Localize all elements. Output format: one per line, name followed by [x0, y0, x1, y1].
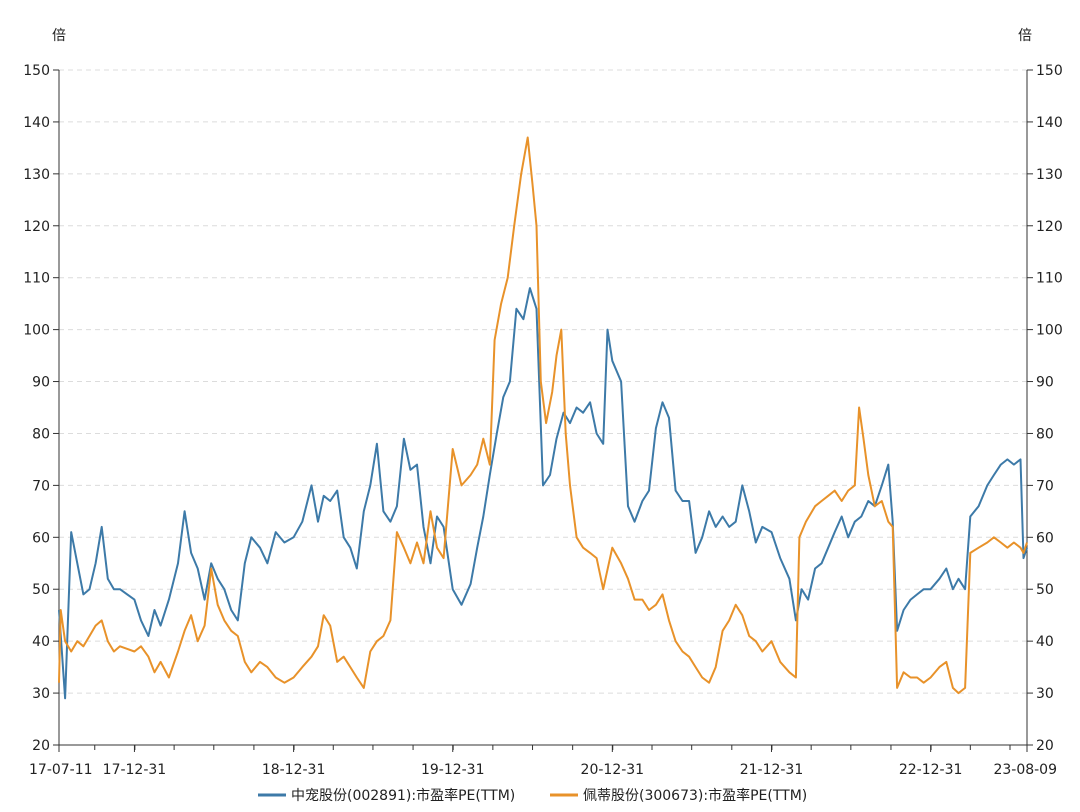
x-tick-label: 19-12-31: [421, 762, 485, 778]
y-tick-label-right: 80: [1036, 426, 1054, 442]
axes-layer: 倍 倍 20 20 30 30 40 40 50 50 60 60 70 70 80 80 90 90 100 1…: [23, 28, 1062, 778]
right-axis-unit: 倍: [1018, 28, 1032, 44]
x-tick-label: 21-12-31: [740, 762, 804, 778]
y-tick-label-right: 60: [1036, 530, 1054, 546]
y-tick-label-left: 100: [23, 323, 50, 339]
y-tick-label-right: 90: [1036, 375, 1054, 391]
y-tick-label-left: 140: [23, 115, 50, 131]
series-layer: [58, 136, 1028, 700]
y-tick-label-right: 30: [1036, 686, 1054, 702]
y-tick-label-left: 50: [32, 582, 50, 598]
x-tick-label: 22-12-31: [899, 762, 963, 778]
series-line-2: [58, 136, 1028, 695]
y-tick-label-left: 150: [23, 63, 50, 79]
y-tick-label-left: 40: [32, 634, 50, 650]
y-tick-label-left: 60: [32, 530, 50, 546]
x-tick-label: 17-07-11: [29, 762, 93, 778]
y-tick-label-left: 70: [32, 478, 50, 494]
series-line-1: [58, 287, 1028, 700]
y-tick-label-right: 110: [1036, 271, 1063, 287]
x-tick-label: 18-12-31: [262, 762, 326, 778]
legend-label-2: 佩蒂股份(300673):市盈率PE(TTM): [583, 787, 807, 804]
y-tick-label-right: 40: [1036, 634, 1054, 650]
x-tick-label: 17-12-31: [103, 762, 167, 778]
y-tick-label-right: 20: [1036, 738, 1054, 754]
y-tick-label-right: 100: [1036, 323, 1063, 339]
y-tick-label-left: 110: [23, 271, 50, 287]
legend: 中宠股份(002891):市盈率PE(TTM) 佩蒂股份(300673):市盈率P…: [258, 787, 807, 804]
y-tick-label-right: 140: [1036, 115, 1063, 131]
y-tick-label-left: 130: [23, 167, 50, 183]
legend-label-1: 中宠股份(002891):市盈率PE(TTM): [291, 787, 515, 804]
x-tick-label: 23-08-09: [993, 762, 1057, 778]
y-tick-label-left: 120: [23, 219, 50, 235]
y-tick-label-left: 30: [32, 686, 50, 702]
y-tick-label-right: 50: [1036, 582, 1054, 598]
y-tick-label-right: 70: [1036, 478, 1054, 494]
y-tick-label-right: 130: [1036, 167, 1063, 183]
y-tick-label-left: 20: [32, 738, 50, 754]
y-tick-label-left: 80: [32, 426, 50, 442]
x-tick-label: 20-12-31: [581, 762, 645, 778]
y-tick-label-right: 120: [1036, 219, 1063, 235]
left-axis-unit: 倍: [52, 28, 66, 44]
y-tick-label-right: 150: [1036, 63, 1063, 79]
y-tick-label-left: 90: [32, 375, 50, 391]
